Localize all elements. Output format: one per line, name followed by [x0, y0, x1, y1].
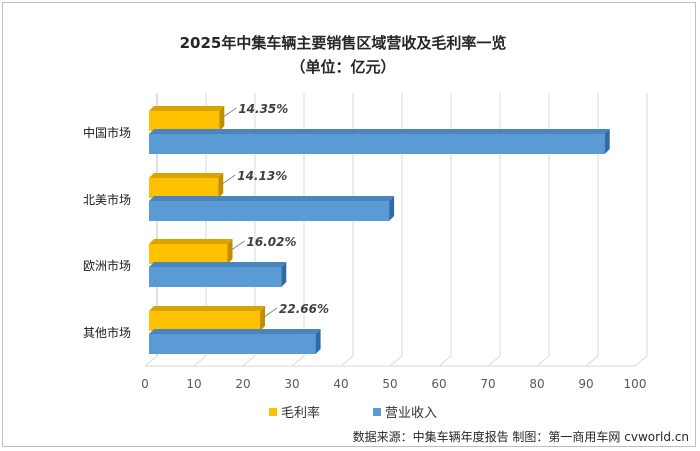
- category-label-other: 其他市场: [83, 325, 131, 340]
- gridline-floor-4: [340, 355, 354, 367]
- bar-gross-margin-other-front: [149, 311, 261, 331]
- chart-frame: 2025年中集车辆主要销售区域营收及毛利率一览 （单位：亿元） 14.35% 14…: [2, 2, 696, 447]
- category-label-europe: 欧洲市场: [83, 258, 131, 273]
- bar-gross-margin-other-side: [260, 306, 266, 331]
- gridline-floor-6: [438, 355, 452, 367]
- gridline-floor-0: [144, 355, 158, 367]
- category-label-china: 中国市场: [83, 125, 131, 140]
- x-tick-label-5: 50: [382, 377, 397, 391]
- x-tick-label-9: 90: [578, 377, 593, 391]
- gridline-floor-9: [585, 355, 599, 367]
- bar-revenue-north-america-top: [149, 196, 395, 201]
- bar-revenue-china-front: [149, 134, 605, 154]
- leader-line-other: [263, 307, 278, 318]
- bar-gross-margin-north-america-top: [149, 173, 224, 178]
- bar-revenue-other: [149, 329, 321, 354]
- bar-revenue-europe-side: [281, 262, 287, 287]
- leader-line-north-america: [222, 174, 236, 185]
- bar-gross-margin-other-top: [149, 306, 266, 311]
- bar-revenue-china: [149, 129, 610, 154]
- x-tick-label-8: 80: [529, 377, 544, 391]
- data-label-gross-margin-china: 14.35%: [238, 102, 288, 116]
- legend-swatch-revenue: [373, 408, 381, 416]
- x-tick-label-6: 60: [431, 377, 446, 391]
- bar-revenue-europe-top: [149, 262, 287, 267]
- gridline-floor-5: [389, 355, 403, 367]
- bar-gross-margin-north-america-side: [218, 173, 224, 198]
- gridline-floor-1: [193, 355, 207, 367]
- legend: 毛利率 营业收入: [269, 405, 437, 421]
- legend-label-revenue: 营业收入: [385, 406, 437, 421]
- leader-line-europe: [231, 240, 245, 251]
- bar-gross-margin-north-america: [149, 173, 224, 198]
- bar-layer: 14.35% 14.13% 16.02% 22.66%: [149, 102, 610, 354]
- bar-revenue-north-america: [149, 196, 395, 221]
- x-tick-label-7: 70: [480, 377, 495, 391]
- legend-label-gross-margin: 毛利率: [281, 405, 320, 421]
- bar-gross-margin-other: [149, 306, 266, 331]
- chart-subtitle: （单位：亿元）: [290, 58, 395, 76]
- x-tick-label-2: 20: [235, 377, 250, 391]
- bar-revenue-europe-front: [149, 267, 282, 287]
- bar-gross-margin-china-side: [219, 106, 225, 131]
- bar-revenue-china-top: [149, 129, 610, 134]
- legend-swatch-gross-margin: [269, 408, 277, 416]
- bar-gross-margin-europe-front: [149, 244, 228, 264]
- bar-revenue-other-front: [149, 334, 316, 354]
- bar-gross-margin-north-america-front: [149, 178, 219, 198]
- category-label-north-america: 北美市场: [83, 192, 131, 207]
- chart-svg: 2025年中集车辆主要销售区域营收及毛利率一览 （单位：亿元） 14.35%14…: [83, 34, 689, 444]
- bar-revenue-north-america-side: [389, 196, 395, 221]
- gridline-floor-8: [536, 355, 550, 367]
- x-tick-label-0: 0: [141, 377, 149, 391]
- chart-title: 2025年中集车辆主要销售区域营收及毛利率一览: [180, 34, 507, 52]
- bar-gross-margin-china-top: [149, 106, 225, 111]
- source-note: 数据来源：中集车辆年度报告 制图：第一商用车网 cvworld.cn: [353, 429, 689, 444]
- x-tick-label-4: 40: [333, 377, 348, 391]
- bar-revenue-china-side: [604, 129, 610, 154]
- x-tick-label-3: 30: [284, 377, 299, 391]
- bar-revenue-europe: [149, 262, 287, 287]
- bar-gross-margin-china: [149, 106, 225, 131]
- x-tick-label-10: 100: [624, 377, 647, 391]
- data-label-gross-margin-other: 22.66%: [279, 302, 329, 316]
- data-label-gross-margin-north-america: 14.13%: [237, 169, 287, 183]
- bar-revenue-other-side: [315, 329, 321, 354]
- gridline-floor-3: [291, 355, 305, 367]
- bar-revenue-other-top: [149, 329, 321, 334]
- gridline-floor-2: [242, 355, 256, 367]
- x-tick-label-1: 10: [186, 377, 201, 391]
- bar-gross-margin-china-front: [149, 111, 220, 131]
- bar-gross-margin-europe: [149, 239, 233, 264]
- data-label-gross-margin-europe: 16.02%: [246, 235, 296, 249]
- bar-revenue-north-america-front: [149, 201, 390, 221]
- leader-line-china: [223, 107, 237, 118]
- gridline-floor-7: [487, 355, 501, 367]
- gridline-floor-10: [634, 355, 648, 367]
- bar-gross-margin-europe-side: [227, 239, 233, 264]
- bar-gross-margin-europe-top: [149, 239, 233, 244]
